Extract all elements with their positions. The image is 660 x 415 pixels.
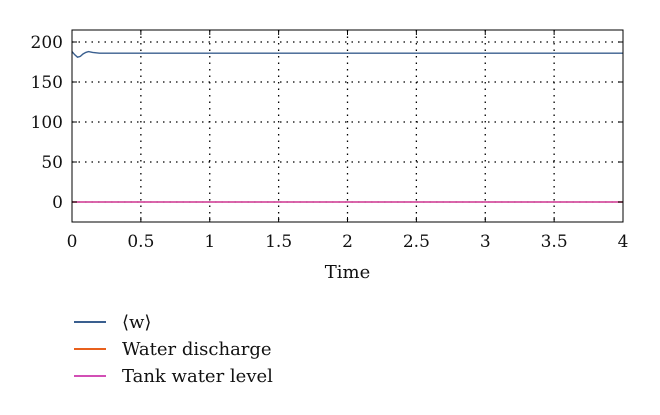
grid-layer [72,30,623,222]
x-tick-label: 4 [618,232,629,252]
x-tick-label: 3 [480,232,491,252]
series-line [71,50,623,58]
x-axis-title: Time [325,262,370,283]
y-tick-label: 200 [31,33,63,53]
legend-label: ⟨w⟩ [122,312,151,333]
y-tick-label: 100 [31,113,63,133]
y-tick-label: 50 [41,153,63,173]
tick-layer: 0 0.5 1 1.5 2 2.5 3 3.5 4 0 50 100 150 200 [31,30,629,252]
x-tick-label: 2.5 [403,232,430,252]
legend-label: Tank water level [122,366,273,387]
x-tick-label: 1.5 [265,232,292,252]
legend: ⟨w⟩ Water discharge Tank water level [74,312,273,387]
y-tick-label: 150 [31,73,63,93]
x-tick-label: 3.5 [541,232,568,252]
series-layer [71,50,623,203]
x-tick-label: 1 [204,232,215,252]
x-tick-label: 2 [342,232,353,252]
x-tick-label: 0.5 [127,232,154,252]
y-tick-label: 0 [52,193,63,213]
x-tick-label: 0 [67,232,78,252]
legend-label: Water discharge [122,339,272,360]
